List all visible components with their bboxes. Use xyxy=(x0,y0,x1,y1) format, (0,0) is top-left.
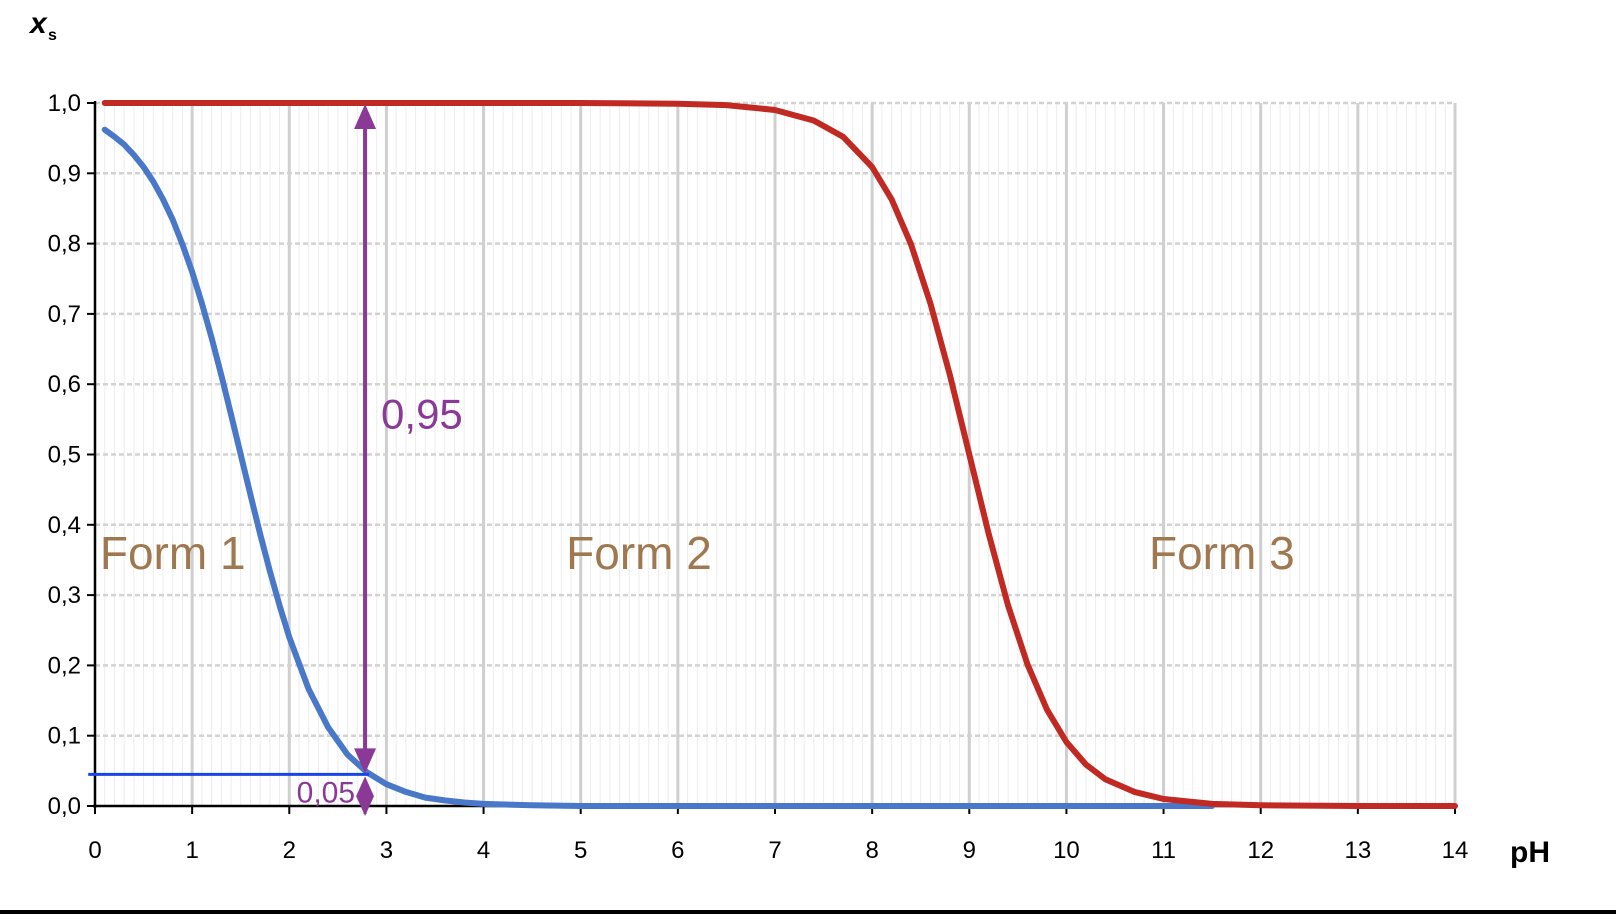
series-line-1 xyxy=(101,126,1216,809)
x-tick-label: 10 xyxy=(1053,837,1080,864)
x-tick-label: 1 xyxy=(185,837,198,864)
axes xyxy=(87,101,1456,814)
y-tick-label: 0,3 xyxy=(48,582,81,609)
x-axis-title: pH xyxy=(1510,836,1550,869)
region-label-1: Form 1 xyxy=(100,527,246,579)
x-tick-label: 9 xyxy=(963,837,976,864)
small-arrow-label: 0,05 xyxy=(297,776,355,809)
series-lines xyxy=(101,100,1458,809)
big-arrow-label: 0,95 xyxy=(381,390,463,437)
y-tick-label: 0,9 xyxy=(48,160,81,187)
y-tick-label: 0,2 xyxy=(48,652,81,679)
x-tick-label: 6 xyxy=(671,837,684,864)
y-tick-label: 0,4 xyxy=(48,512,81,539)
y-tick-label: 0,7 xyxy=(48,301,81,328)
x-tick-label: 0 xyxy=(88,837,101,864)
series-line-2 xyxy=(101,100,1458,809)
x-tick-label: 12 xyxy=(1247,837,1274,864)
y-axis-subscript: s xyxy=(48,27,57,44)
y-tick-label: 0,1 xyxy=(48,723,81,750)
y-tick-label: 0,5 xyxy=(48,442,81,469)
x-tick-label: 3 xyxy=(380,837,393,864)
small-arrow-head-bottom xyxy=(356,796,375,816)
annotations: 0,95 0,05 Form 1 Form 2 Form 3 xyxy=(88,104,1295,816)
y-tick-label: 0,6 xyxy=(48,371,81,398)
x-tick-label: 5 xyxy=(574,837,587,864)
tick-labels: 0,00,10,20,30,40,50,60,70,80,91,00 1 2 3 4 5 6… xyxy=(48,90,1469,864)
x-tick-label: 8 xyxy=(865,837,878,864)
y-tick-label: 1,0 xyxy=(48,90,81,117)
region-label-2: Form 2 xyxy=(566,527,712,579)
x-tick-label: 14 xyxy=(1442,837,1469,864)
big-arrow-head-top xyxy=(354,104,377,129)
big-arrow-head-bottom xyxy=(354,748,377,774)
y-axis-title: x xyxy=(28,7,48,40)
major-grid xyxy=(95,101,1457,806)
region-label-3: Form 3 xyxy=(1149,527,1295,579)
x-tick-label: 4 xyxy=(477,837,490,864)
x-tick-label: 2 xyxy=(283,837,296,864)
small-arrow-head-top xyxy=(356,776,375,797)
x-tick-label: 11 xyxy=(1151,837,1176,864)
x-tick-label: 13 xyxy=(1345,837,1372,864)
bottom-rule xyxy=(0,910,1616,914)
x-tick-label: 7 xyxy=(768,837,781,864)
y-tick-label: 0,8 xyxy=(48,231,81,258)
y-tick-label: 0,0 xyxy=(48,793,81,820)
